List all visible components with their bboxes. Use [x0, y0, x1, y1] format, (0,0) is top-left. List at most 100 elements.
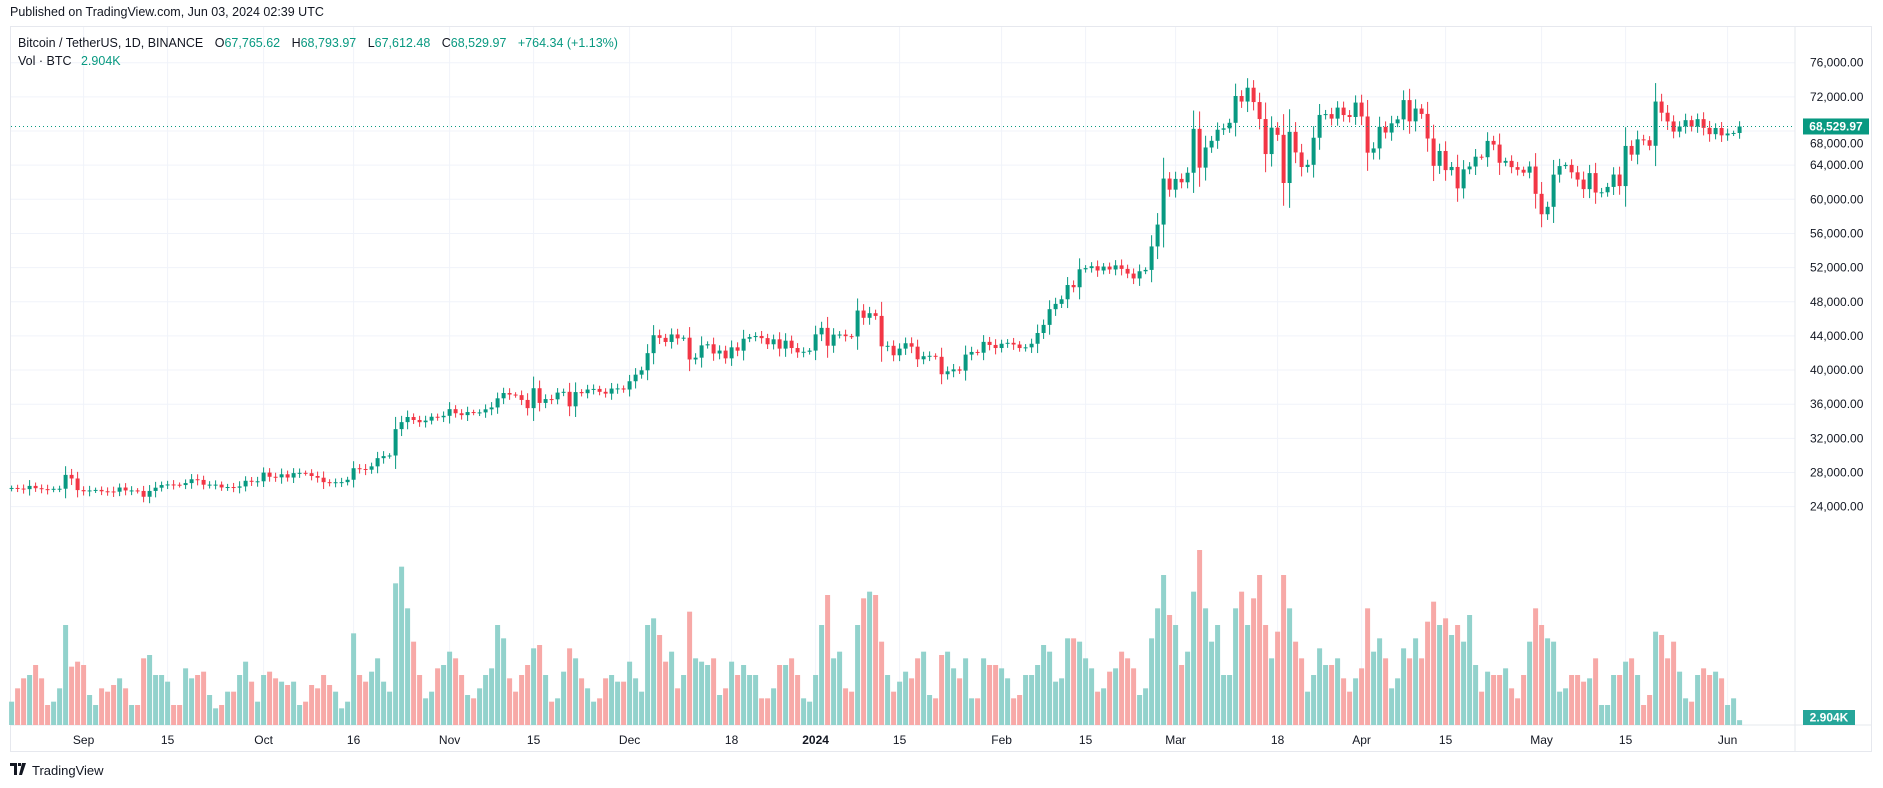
volume-bar — [471, 698, 477, 725]
candle-body — [1407, 100, 1412, 122]
volume-bar — [957, 678, 963, 725]
candle-body — [507, 393, 512, 395]
volume-bar — [675, 688, 681, 725]
time-tick-label: 2024 — [802, 733, 829, 747]
candle-body — [345, 479, 350, 483]
volume-bar — [51, 701, 57, 725]
candle-body — [117, 487, 122, 492]
candle-body — [771, 339, 776, 345]
candle-body — [1257, 102, 1262, 120]
candle-body — [597, 388, 602, 392]
volume-bar — [1575, 675, 1581, 725]
candle-body — [153, 487, 158, 491]
candle-body — [285, 474, 290, 478]
symbol-name[interactable]: Bitcoin / TetherUS, 1D, BINANCE — [18, 36, 204, 50]
volume-label[interactable]: Vol · BTC — [18, 54, 72, 68]
candle-body — [459, 413, 464, 416]
volume-bar — [1299, 658, 1305, 725]
last-price-label: 68,529.97 — [1809, 119, 1863, 133]
candle-body — [1413, 108, 1418, 122]
candle-body — [987, 341, 992, 345]
candle-body — [975, 351, 980, 353]
volume-bar — [1497, 675, 1503, 725]
volume-bar — [189, 678, 195, 725]
candle-body — [1737, 126, 1742, 133]
volume-bar — [1239, 591, 1245, 725]
open-value: 67,765.62 — [224, 36, 281, 50]
candle-body — [243, 480, 248, 487]
volume-bar — [501, 638, 507, 725]
volume-legend-row: Vol · BTC 2.904K — [18, 52, 618, 70]
candle-body — [1197, 128, 1202, 168]
volume-bar — [1317, 648, 1323, 725]
price-tick-label: 52,000.00 — [1810, 261, 1864, 275]
chart-legend: Bitcoin / TetherUS, 1D, BINANCE O67,765.… — [18, 34, 618, 70]
volume-bar — [1611, 675, 1617, 725]
candle-body — [213, 484, 218, 486]
volume-bar — [225, 691, 231, 725]
volume-bar — [1545, 638, 1551, 725]
candle-body — [645, 353, 650, 371]
candle-body — [567, 391, 572, 407]
volume-bar — [1383, 658, 1389, 725]
volume-bar — [789, 658, 795, 725]
candle-body — [1167, 178, 1172, 190]
candle-body — [1539, 193, 1544, 215]
candle-body — [669, 334, 674, 342]
candle-body — [1059, 299, 1064, 304]
candle-body — [105, 491, 110, 493]
volume-bar — [705, 665, 711, 725]
volume-bar — [549, 701, 555, 725]
volume-bar — [1095, 691, 1101, 725]
volume-bar — [909, 678, 915, 725]
volume-bar — [465, 695, 471, 725]
candle-body — [1695, 119, 1700, 127]
volume-bar — [603, 678, 609, 725]
candle-body — [1611, 174, 1616, 187]
candle-body — [1083, 268, 1088, 270]
footer-brand[interactable]: TradingView — [10, 762, 104, 778]
time-axis: Sep 15 Oct 16 Nov 15 Dec 18 2024 15 Feb 15 Mar 18 Apr 1… — [73, 733, 1737, 747]
candle-body — [147, 490, 152, 497]
volume-bar — [387, 691, 393, 725]
volume-bar — [585, 688, 591, 725]
time-tick-label: 15 — [1439, 733, 1453, 747]
candle-body — [159, 485, 164, 488]
candle-body — [279, 474, 284, 478]
published-note: Published on TradingView.com, Jun 03, 20… — [10, 5, 324, 19]
candle-body — [1647, 140, 1652, 146]
candle-body — [189, 479, 194, 484]
candle-body — [315, 476, 320, 478]
candle-body — [1371, 148, 1376, 153]
candle-body — [63, 474, 68, 489]
candle-body — [1287, 131, 1292, 183]
candle-body — [1725, 133, 1730, 136]
candle-body — [621, 388, 626, 390]
candle-body — [465, 412, 470, 416]
candle-body — [1677, 126, 1682, 132]
chart-frame — [10, 26, 1872, 752]
candle-body — [1185, 172, 1190, 183]
volume-bar — [63, 625, 69, 725]
candle-body — [309, 473, 314, 477]
candle-body — [1329, 114, 1334, 119]
candle-body — [1569, 164, 1574, 173]
candle-body — [927, 355, 932, 357]
volume-bar — [1119, 651, 1125, 725]
candle-body — [1503, 160, 1508, 163]
volume-bar — [639, 691, 645, 725]
symbol-legend-row: Bitcoin / TetherUS, 1D, BINANCE O67,765.… — [18, 34, 618, 52]
candle-body — [1593, 173, 1598, 193]
candle-body — [303, 472, 308, 474]
volume-bar — [441, 665, 447, 725]
volume-bar — [219, 705, 225, 725]
volume-bar — [867, 591, 873, 725]
price-tick-label: 44,000.00 — [1810, 329, 1864, 343]
time-tick-label: 16 — [347, 733, 361, 747]
candle-body — [1347, 115, 1352, 117]
candle-body — [141, 490, 146, 497]
candle-body — [873, 313, 878, 316]
candle-body — [1101, 266, 1106, 271]
volume-bar — [951, 668, 957, 725]
